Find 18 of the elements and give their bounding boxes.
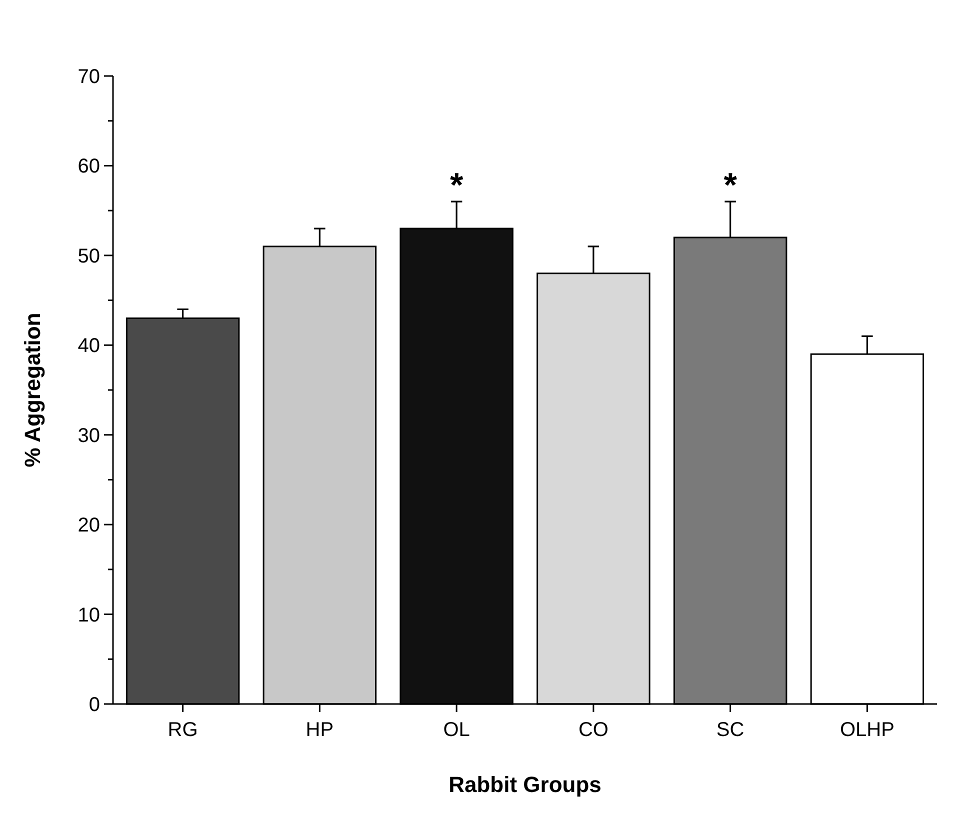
- x-axis-title: Rabbit Groups: [448, 772, 602, 797]
- x-tick-label: CO: [578, 719, 608, 741]
- y-tick-label: 10: [78, 604, 100, 626]
- y-tick-label: 70: [78, 66, 100, 88]
- x-tick-label: OL: [443, 719, 470, 741]
- x-tick-label: SC: [716, 719, 744, 741]
- y-tick-label: 20: [78, 514, 100, 537]
- x-tick-label: HP: [306, 719, 334, 741]
- y-tick-label: 40: [78, 335, 100, 358]
- annotation: *: [724, 166, 738, 204]
- y-tick-label: 0: [88, 694, 100, 716]
- y-tick-label: 60: [78, 156, 100, 178]
- y-tick-label: 30: [78, 424, 100, 447]
- y-tick-label: 50: [78, 245, 100, 268]
- x-tick-label: OLHP: [840, 719, 894, 741]
- annotation: *: [450, 166, 464, 204]
- y-axis-title: % Aggregation: [20, 312, 45, 468]
- x-tick-label: RG: [168, 719, 198, 741]
